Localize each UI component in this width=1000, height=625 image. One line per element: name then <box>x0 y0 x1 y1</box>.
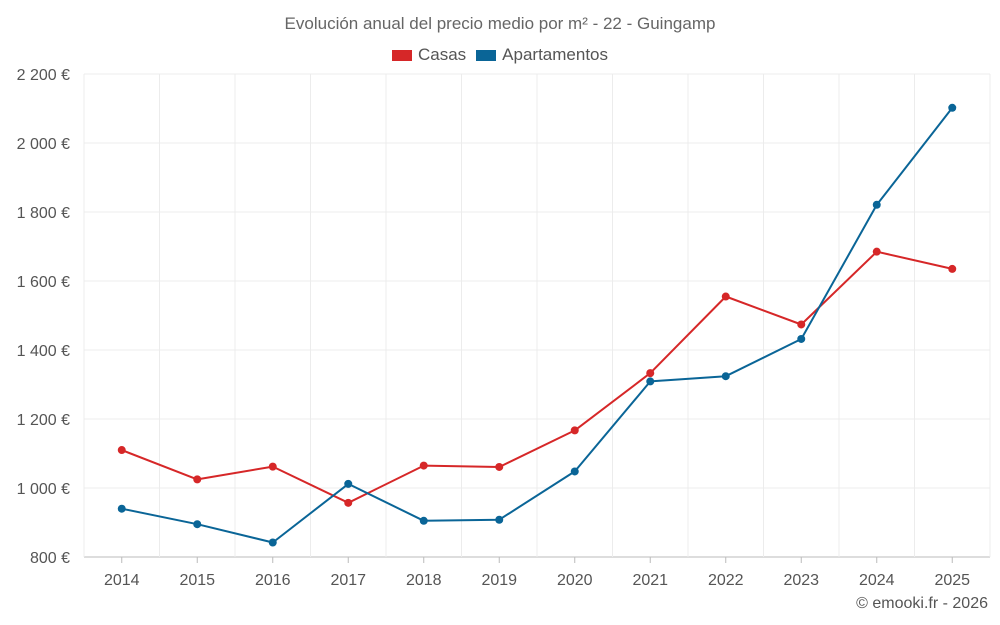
x-tick-label: 2025 <box>934 572 970 589</box>
series-line-casas <box>121 250 953 504</box>
data-point-apartamentos <box>344 479 353 488</box>
data-point-apartamentos <box>646 377 655 386</box>
data-point-casas <box>570 426 579 435</box>
data-point-apartamentos <box>721 372 730 381</box>
y-tick-label: 2 000 € <box>17 136 70 153</box>
data-point-casas <box>193 475 202 484</box>
data-point-apartamentos <box>495 515 504 524</box>
y-tick-label: 800 € <box>30 550 70 567</box>
data-point-apartamentos <box>117 504 126 513</box>
legend-item-apartamentos[interactable]: Apartamentos <box>476 45 608 65</box>
series-line-apartamentos <box>121 107 954 544</box>
data-point-apartamentos <box>419 516 428 525</box>
data-point-apartamentos <box>797 334 806 343</box>
y-tick-label: 1 400 € <box>17 343 70 360</box>
legend-swatch-casas <box>391 49 412 61</box>
data-point-casas <box>268 462 277 471</box>
data-point-casas <box>646 369 655 378</box>
data-point-casas <box>797 320 806 329</box>
x-tick-label: 2018 <box>406 572 442 589</box>
data-point-apartamentos <box>268 538 277 547</box>
legend-swatch-apartamentos <box>476 49 497 61</box>
data-point-apartamentos <box>872 200 881 209</box>
x-tick-label: 2024 <box>859 572 895 589</box>
legend-item-casas[interactable]: Casas <box>391 45 467 65</box>
data-point-apartamentos <box>570 467 579 476</box>
data-point-casas <box>721 292 730 301</box>
x-tick-label: 2021 <box>632 572 668 589</box>
x-tick-label: 2022 <box>708 572 744 589</box>
legend-label-apartamentos: Apartamentos <box>502 45 609 64</box>
data-point-casas <box>872 247 881 256</box>
y-tick-label: 1 000 € <box>17 481 70 498</box>
y-tick-label: 2 200 € <box>17 67 70 84</box>
x-tick-label: 2019 <box>481 572 517 589</box>
legend-label-casas: Casas <box>417 45 467 64</box>
chart-title: Evolución anual del precio medio por m² … <box>284 14 716 33</box>
data-point-casas <box>495 462 504 471</box>
y-tick-label: 1 200 € <box>17 412 70 429</box>
x-tick-label: 2020 <box>557 572 593 589</box>
y-tick-label: 1 600 € <box>17 274 70 291</box>
data-point-casas <box>344 498 353 507</box>
x-tick-label: 2014 <box>104 572 140 589</box>
chart-legend: Casas Apartamentos <box>0 45 1000 65</box>
x-tick-label: 2023 <box>783 572 819 589</box>
x-tick-label: 2015 <box>179 572 215 589</box>
data-point-casas <box>419 461 428 470</box>
y-tick-label: 1 800 € <box>17 205 70 222</box>
x-tick-label: 2016 <box>255 572 291 589</box>
data-point-casas <box>948 264 957 273</box>
watermark-credit: © emooki.fr - 2026 <box>856 595 988 612</box>
x-tick-label: 2017 <box>330 572 366 589</box>
data-point-casas <box>117 446 126 455</box>
data-point-apartamentos <box>193 520 202 529</box>
data-point-apartamentos <box>948 103 957 112</box>
